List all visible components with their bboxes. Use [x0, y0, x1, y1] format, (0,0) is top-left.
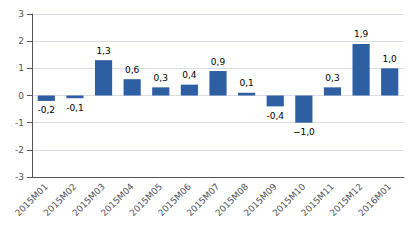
svg-text:0: 0 [18, 91, 24, 101]
svg-text:2015M04: 2015M04 [98, 181, 136, 219]
svg-text:−1,0: −1,0 [293, 127, 315, 137]
svg-text:2016M01: 2016M01 [356, 181, 393, 218]
svg-text:-2: -2 [15, 145, 24, 155]
svg-text:2015M08: 2015M08 [213, 181, 251, 219]
svg-text:2015M02: 2015M02 [41, 181, 79, 219]
svg-text:2015M03: 2015M03 [70, 181, 108, 219]
svg-text:2015M09: 2015M09 [242, 181, 279, 219]
svg-text:0,4: 0,4 [182, 70, 197, 80]
svg-text:0,3: 0,3 [325, 73, 339, 83]
svg-text:0,9: 0,9 [211, 57, 226, 67]
svg-text:1,3: 1,3 [96, 46, 110, 56]
svg-text:1,0: 1,0 [383, 54, 398, 64]
svg-text:-0,4: -0,4 [266, 111, 284, 121]
svg-text:-3: -3 [15, 172, 24, 182]
svg-text:2015M01: 2015M01 [13, 181, 50, 219]
svg-text:2015M11: 2015M11 [299, 181, 336, 219]
svg-text:0,6: 0,6 [125, 65, 140, 75]
svg-text:3: 3 [18, 9, 24, 19]
svg-text:-0,1: -0,1 [66, 103, 84, 113]
svg-text:0,1: 0,1 [239, 78, 253, 88]
svg-text:2015M10: 2015M10 [270, 181, 308, 219]
svg-text:2015M05: 2015M05 [127, 181, 165, 219]
svg-text:0,3: 0,3 [154, 73, 168, 83]
svg-text:-1: -1 [15, 118, 24, 128]
svg-text:2: 2 [18, 36, 24, 46]
svg-text:1,9: 1,9 [354, 29, 369, 39]
svg-text:2015M07: 2015M07 [184, 181, 222, 219]
svg-text:2015M12: 2015M12 [327, 181, 365, 219]
svg-text:-0,2: -0,2 [38, 105, 56, 115]
svg-text:1: 1 [18, 63, 24, 73]
svg-text:2015M06: 2015M06 [156, 181, 193, 219]
